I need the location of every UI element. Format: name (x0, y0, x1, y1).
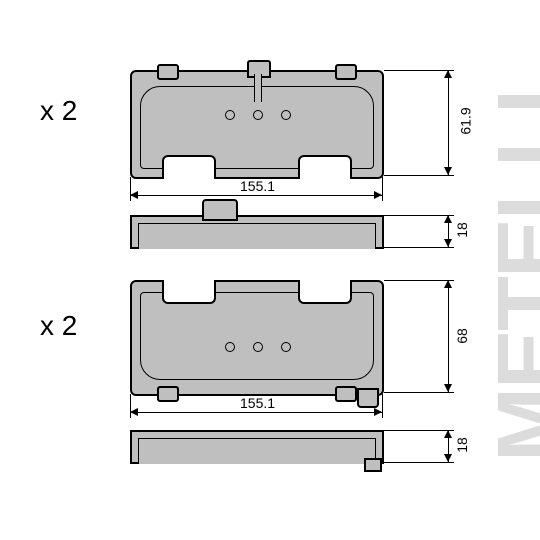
pad-top-front-view (130, 70, 384, 179)
dim-width-top: 155.1 (240, 178, 275, 194)
qty-label-bottom: x 2 (40, 310, 77, 342)
pad-bottom-front-view (130, 280, 384, 396)
dim-thick-top: 18 (454, 222, 470, 238)
dim-width-bottom: 155.1 (240, 395, 275, 411)
technical-drawing: METELLI x 2 x 2 (0, 0, 540, 540)
pad-bottom-side-view (130, 430, 384, 464)
qty-label-top: x 2 (40, 95, 77, 127)
pad-top-side-view (130, 215, 384, 249)
dim-thick-bottom: 18 (454, 437, 470, 453)
dim-height-bottom: 68 (454, 328, 470, 344)
dim-height-top: 61.9 (458, 107, 474, 134)
watermark-text: METELLI (479, 91, 540, 462)
